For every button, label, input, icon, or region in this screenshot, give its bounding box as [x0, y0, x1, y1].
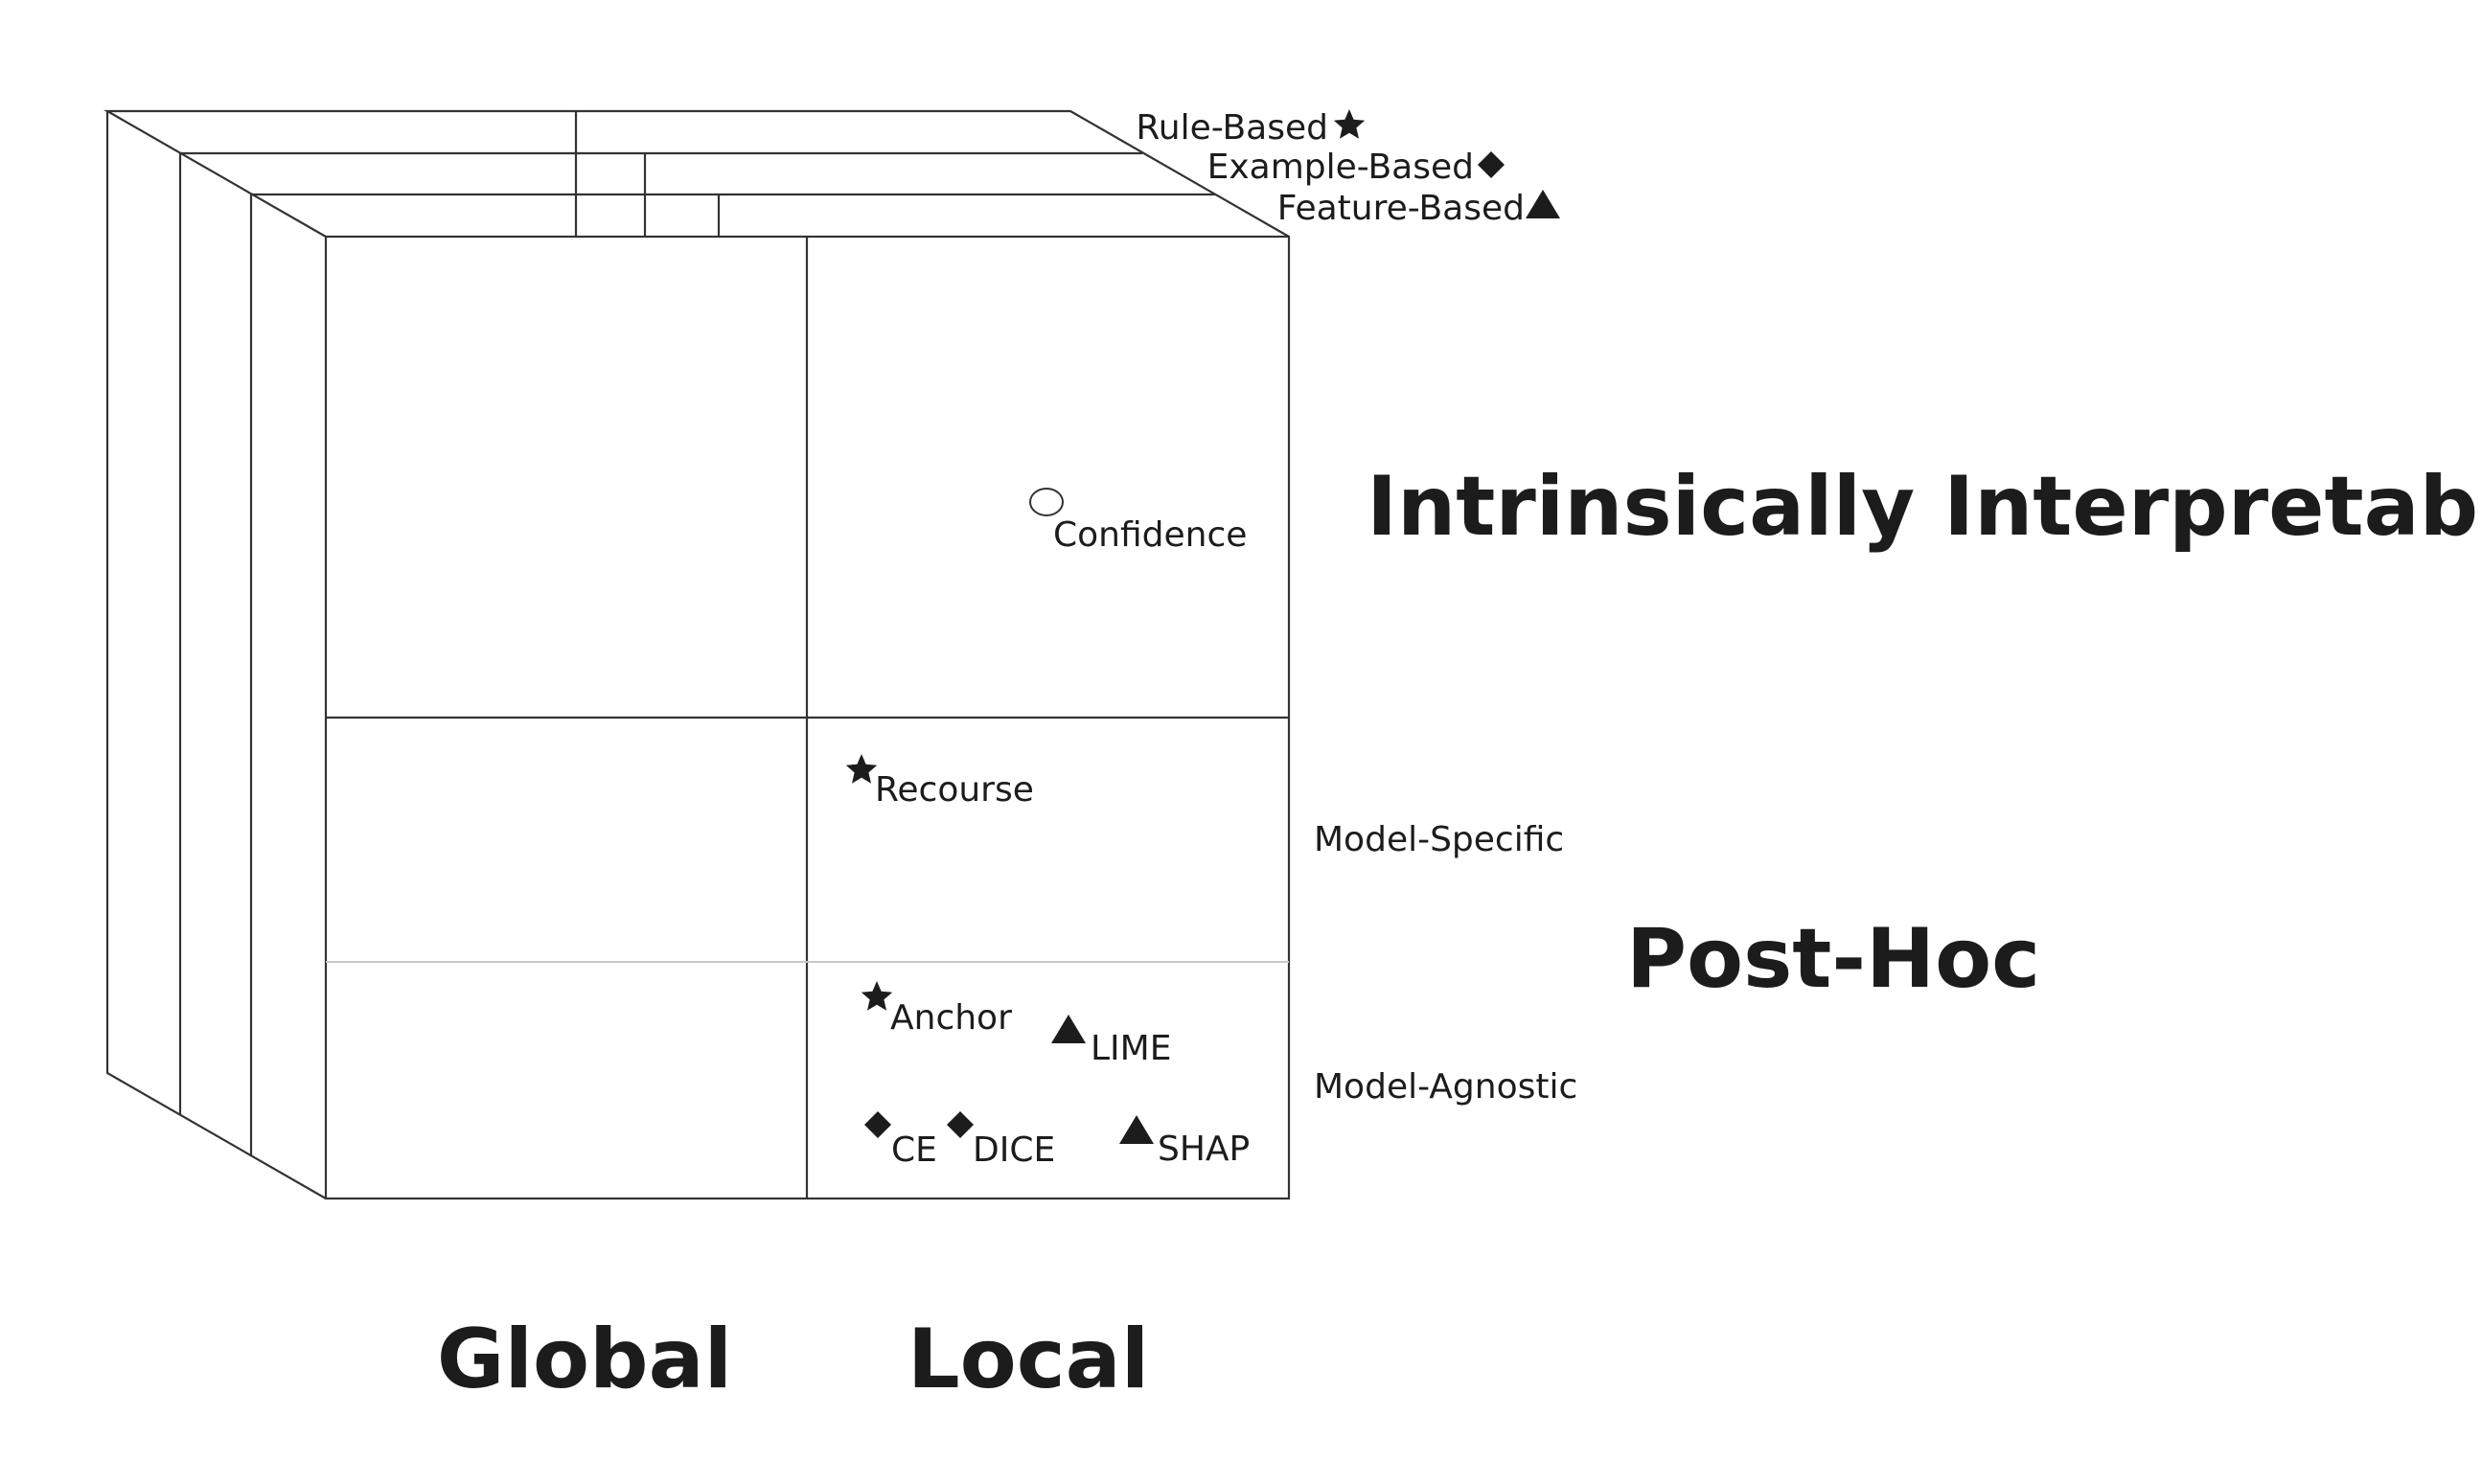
column-heading-global: Global — [437, 1312, 732, 1407]
row-heading-intrinsic: Intrinsically Interpretable — [1367, 459, 2482, 555]
star-icon — [861, 981, 893, 1011]
column-headings: Global Local — [437, 1312, 1149, 1407]
star-icon — [1333, 109, 1366, 139]
cube-frame — [103, 109, 1291, 1200]
method-ce-label: CE — [891, 1130, 937, 1170]
legend-rule-based-label: Rule-Based — [1136, 108, 1328, 148]
triangle-icon — [1526, 190, 1560, 218]
legend-example-based-label: Example-Based — [1207, 148, 1474, 187]
diamond-icon — [947, 1111, 974, 1138]
cube-top-outer-edge — [103, 109, 1290, 238]
triangle-icon — [1051, 1015, 1086, 1043]
row-label-model-agnostic: Model-Agnostic — [1314, 1067, 1577, 1107]
method-anchor-label: Anchor — [890, 998, 1012, 1038]
method-shap-label: SHAP — [1158, 1130, 1250, 1169]
triangle-icon — [1119, 1115, 1154, 1144]
circle-icon — [1029, 488, 1064, 516]
method-recourse-label: Recourse — [875, 770, 1034, 810]
row-heading-post-hoc: Post-Hoc — [1626, 911, 2040, 1007]
legend: Rule-Based Example-Based Feature-Based — [1136, 108, 1560, 228]
column-heading-local: Local — [908, 1312, 1149, 1407]
row-headings: Intrinsically Interpretable Post-Hoc Mod… — [1314, 459, 2482, 1107]
diamond-icon — [1478, 151, 1505, 178]
legend-feature-based-label: Feature-Based — [1277, 189, 1525, 228]
diamond-icon — [864, 1111, 891, 1138]
cube-left-outer-edge — [105, 111, 327, 1199]
row-label-model-specific: Model-Specific — [1314, 820, 1564, 859]
method-lime-label: LIME — [1091, 1029, 1171, 1068]
method-dice-label: DICE — [973, 1130, 1055, 1170]
star-icon — [845, 754, 878, 784]
method-confidence-label: Confidence — [1053, 515, 1247, 555]
method-markers: Confidence Recourse Anchor LIME CE DICE … — [845, 488, 1250, 1170]
